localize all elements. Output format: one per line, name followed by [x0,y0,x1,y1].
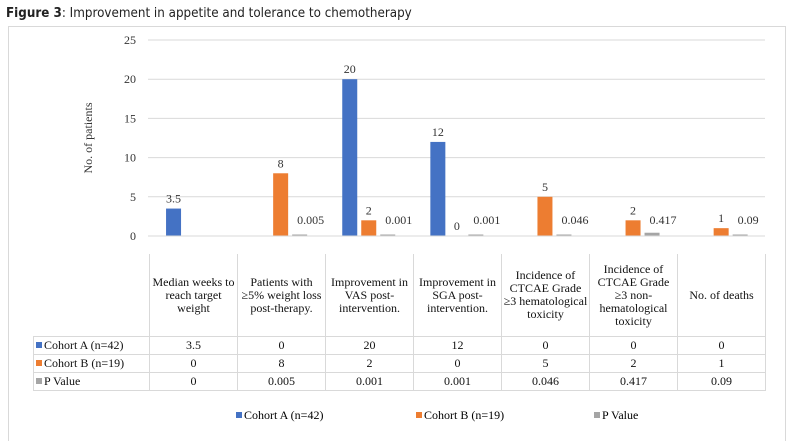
bar-0-3 [430,141,446,236]
y-tick-label: 15 [124,111,136,125]
table-cell: 3.5 [149,336,238,355]
legend-label: Cohort B (n=19) [424,408,505,422]
data-label: 5 [542,180,548,194]
legend-swatch [594,412,600,418]
data-label: 3.5 [166,192,181,206]
bar-2-5 [644,232,660,236]
legend-swatch [36,342,42,348]
bar-1-5 [625,220,641,236]
bar-2-3 [468,234,484,236]
table-cell: 0.005 [237,372,326,391]
table-cell: 0 [589,336,678,355]
data-label: 12 [432,125,444,139]
table-cell: 1 [677,354,766,373]
table-row: P Value 0 0.005 0.001 0.001 0.046 0.417 0.09 [33,372,766,391]
table-cell: 0 [501,336,590,355]
y-tick-label: 10 [124,151,136,165]
row-header: P Value [33,372,150,391]
data-label: 0.09 [738,213,759,227]
legend-label: Cohort A (n=42) [244,408,324,422]
legend-swatch [416,412,422,418]
series-name: Cohort B (n=19) [44,356,125,370]
data-label: 8 [278,156,284,170]
table-cell: 12 [413,336,502,355]
table-cell: 5 [501,354,590,373]
table-cell: 0.046 [501,372,590,391]
category-label: Improvement in VAS post-intervention. [325,254,414,337]
bar-1-1 [273,173,289,236]
data-label: 0.001 [473,213,500,227]
series-name: P Value [44,374,81,388]
legend-item: P Value [594,408,638,423]
legend-item: Cohort A (n=42) [236,408,323,423]
legend-label: P Value [602,408,639,422]
data-label: 1 [718,211,724,225]
data-label: 0.417 [650,213,677,227]
bar-0-2 [342,79,358,236]
table-row: Cohort B (n=19) 0 8 2 0 5 2 1 [33,354,766,373]
data-label: 0.001 [385,213,412,227]
chart-frame [8,26,786,441]
data-label: 0 [454,219,460,233]
table-cell: 0 [677,336,766,355]
data-label: 2 [366,203,372,217]
table-cell: 0 [413,354,502,373]
table-row: Cohort A (n=42) 3.5 0 20 12 0 0 0 [33,336,766,355]
row-header: Cohort A (n=42) [33,336,150,355]
table-cell: 0 [149,372,238,391]
data-label: 2 [630,203,636,217]
table-cell: 0.09 [677,372,766,391]
category-label: Incidence of CTCAE Grade ≥3 non-hematolo… [589,254,678,337]
table-cell: 2 [589,354,678,373]
y-axis-label: No. of patients [81,102,95,173]
data-label: 0.005 [297,213,324,227]
table-cell: 0 [237,336,326,355]
category-label: No. of deaths [677,254,766,337]
series-name: Cohort A (n=42) [44,338,124,352]
table-cell: 0.001 [325,372,414,391]
bar-2-6 [732,234,748,236]
data-label: 0.046 [561,213,588,227]
figure-caption: : Improvement in appetite and tolerance … [61,6,412,21]
bar-2-2 [380,234,396,236]
bar-1-2 [361,220,377,236]
table-cell: 0.001 [413,372,502,391]
table-cell: 0 [149,354,238,373]
category-label: Patients with ≥5% weight loss post-thera… [237,254,326,337]
legend-swatch [36,378,42,384]
y-tick-label: 25 [124,33,136,47]
bar-0-0 [166,208,182,236]
data-label: 20 [344,62,356,76]
legend-swatch [236,412,242,418]
table-cell: 20 [325,336,414,355]
y-tick-label: 20 [124,72,136,86]
y-tick-label: 0 [130,229,136,243]
category-label: Incidence of CTCAE Grade ≥3 hematologica… [501,254,590,337]
y-tick-label: 5 [130,190,136,204]
table-corner [34,254,150,337]
legend-item: Cohort B (n=19) [416,408,504,423]
table-cell: 8 [237,354,326,373]
category-label: Improvement in SGA post-intervention. [413,254,502,337]
category-label: Median weeks to reach target weight [149,254,238,337]
figure-title: Figure 3: Improvement in appetite and to… [6,6,412,21]
legend-swatch [36,360,42,366]
figure-number: Figure 3 [6,6,62,21]
data-table: Median weeks to reach target weight Patie… [33,254,766,391]
table-cell: 0.417 [589,372,678,391]
row-header: Cohort B (n=19) [33,354,150,373]
bar-2-4 [556,234,572,236]
bar-2-1 [292,234,308,236]
bar-1-4 [537,196,553,236]
bar-1-6 [713,228,729,236]
table-cell: 2 [325,354,414,373]
